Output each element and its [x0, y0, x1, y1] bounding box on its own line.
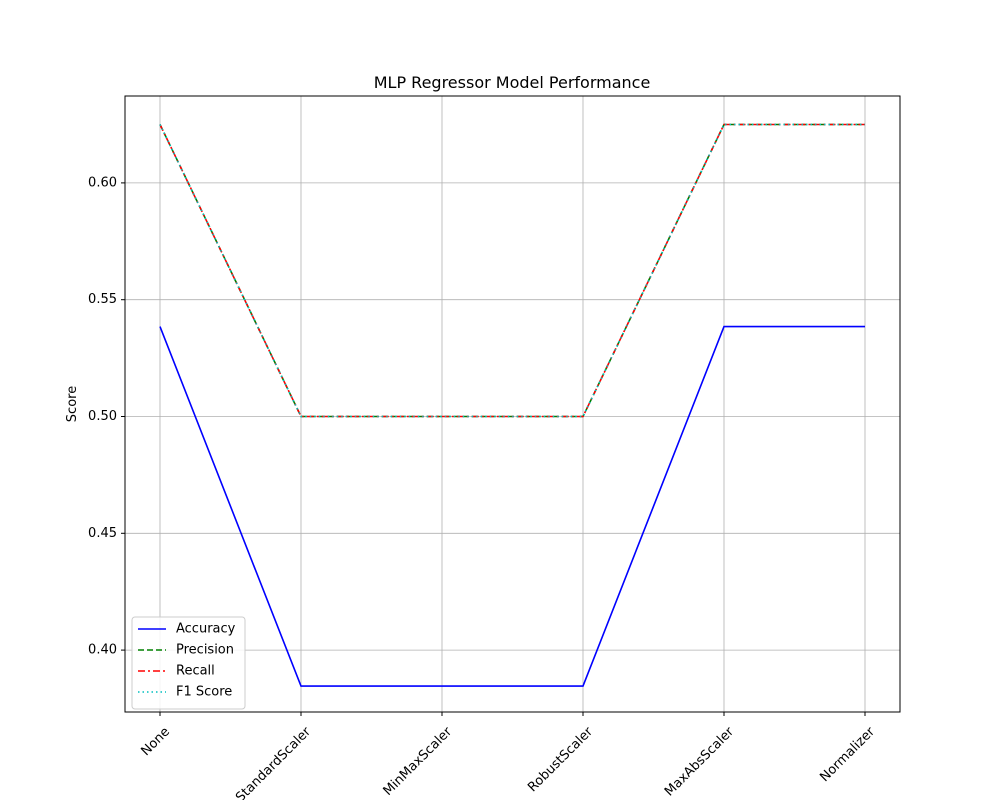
x-tick-label: StandardScaler [233, 724, 314, 800]
series-line-f1-score [159, 123, 865, 418]
y-axis-label: Score [65, 386, 80, 422]
series-line-accuracy [159, 325, 865, 687]
series-line-recall [159, 123, 865, 418]
y-tick-label: 0.50 [88, 409, 117, 424]
chart-title: MLP Regressor Model Performance [374, 73, 651, 92]
x-axis: None StandardScaler MinMaxScaler RobustScal… [138, 712, 879, 800]
legend-label: Accuracy [176, 622, 236, 637]
y-tick-label: 0.45 [88, 526, 117, 541]
x-tick-label: MinMaxScaler [381, 724, 456, 799]
series-line-precision [159, 123, 865, 418]
x-tick-label: RobustScaler [525, 724, 596, 795]
y-tick-label: 0.40 [88, 643, 117, 658]
legend-label: Precision [176, 643, 234, 658]
y-tick-label: 0.55 [88, 292, 117, 307]
legend: Accuracy Precision Recall F1 Score [131, 616, 246, 710]
plot-frame [124, 95, 901, 713]
x-tick-label: None [138, 724, 173, 759]
series-lines [159, 123, 865, 687]
legend-label: Recall [176, 664, 215, 679]
y-tick-label: 0.60 [88, 175, 117, 190]
x-tick-label: MaxAbsScaler [662, 724, 737, 799]
legend-box [131, 616, 246, 710]
y-axis: 0.40 0.45 0.50 0.55 0.60 [88, 175, 125, 658]
x-tick-label: Normalizer [817, 724, 878, 785]
legend-label: F1 Score [176, 685, 232, 700]
